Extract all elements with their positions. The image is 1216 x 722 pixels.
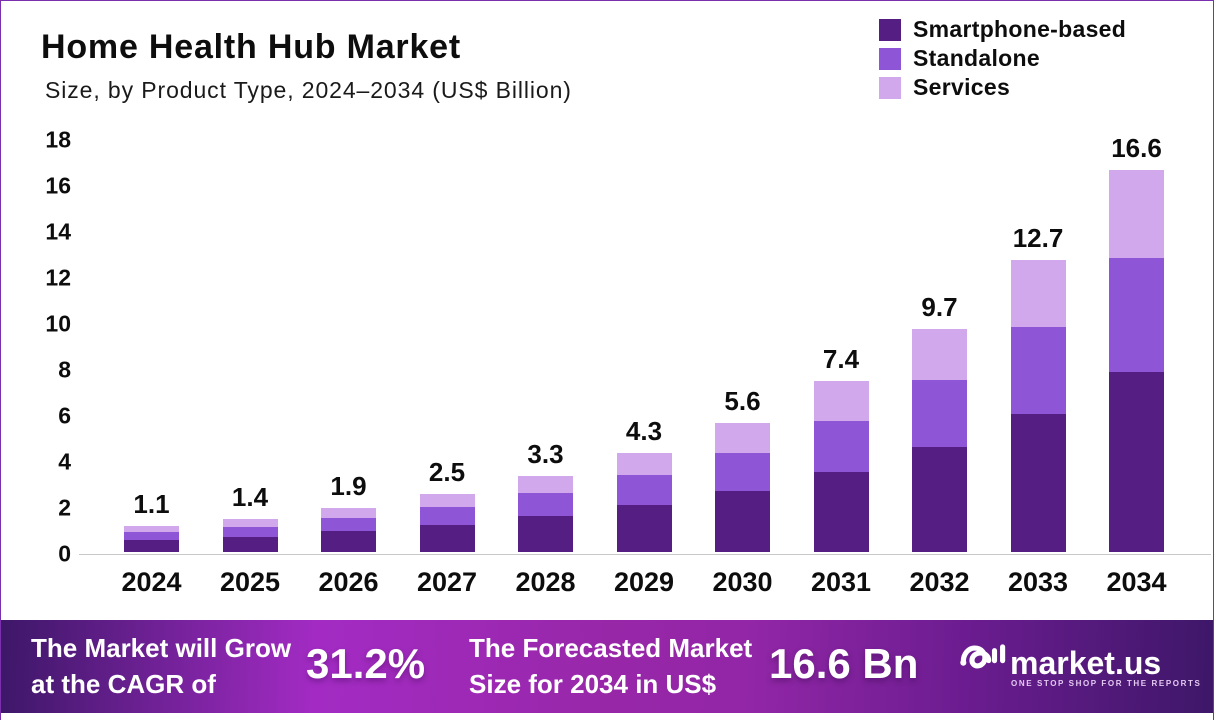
svg-text:market.us: market.us bbox=[1010, 645, 1161, 681]
svg-text:ONE STOP SHOP FOR THE REPORTS: ONE STOP SHOP FOR THE REPORTS bbox=[1011, 679, 1201, 688]
